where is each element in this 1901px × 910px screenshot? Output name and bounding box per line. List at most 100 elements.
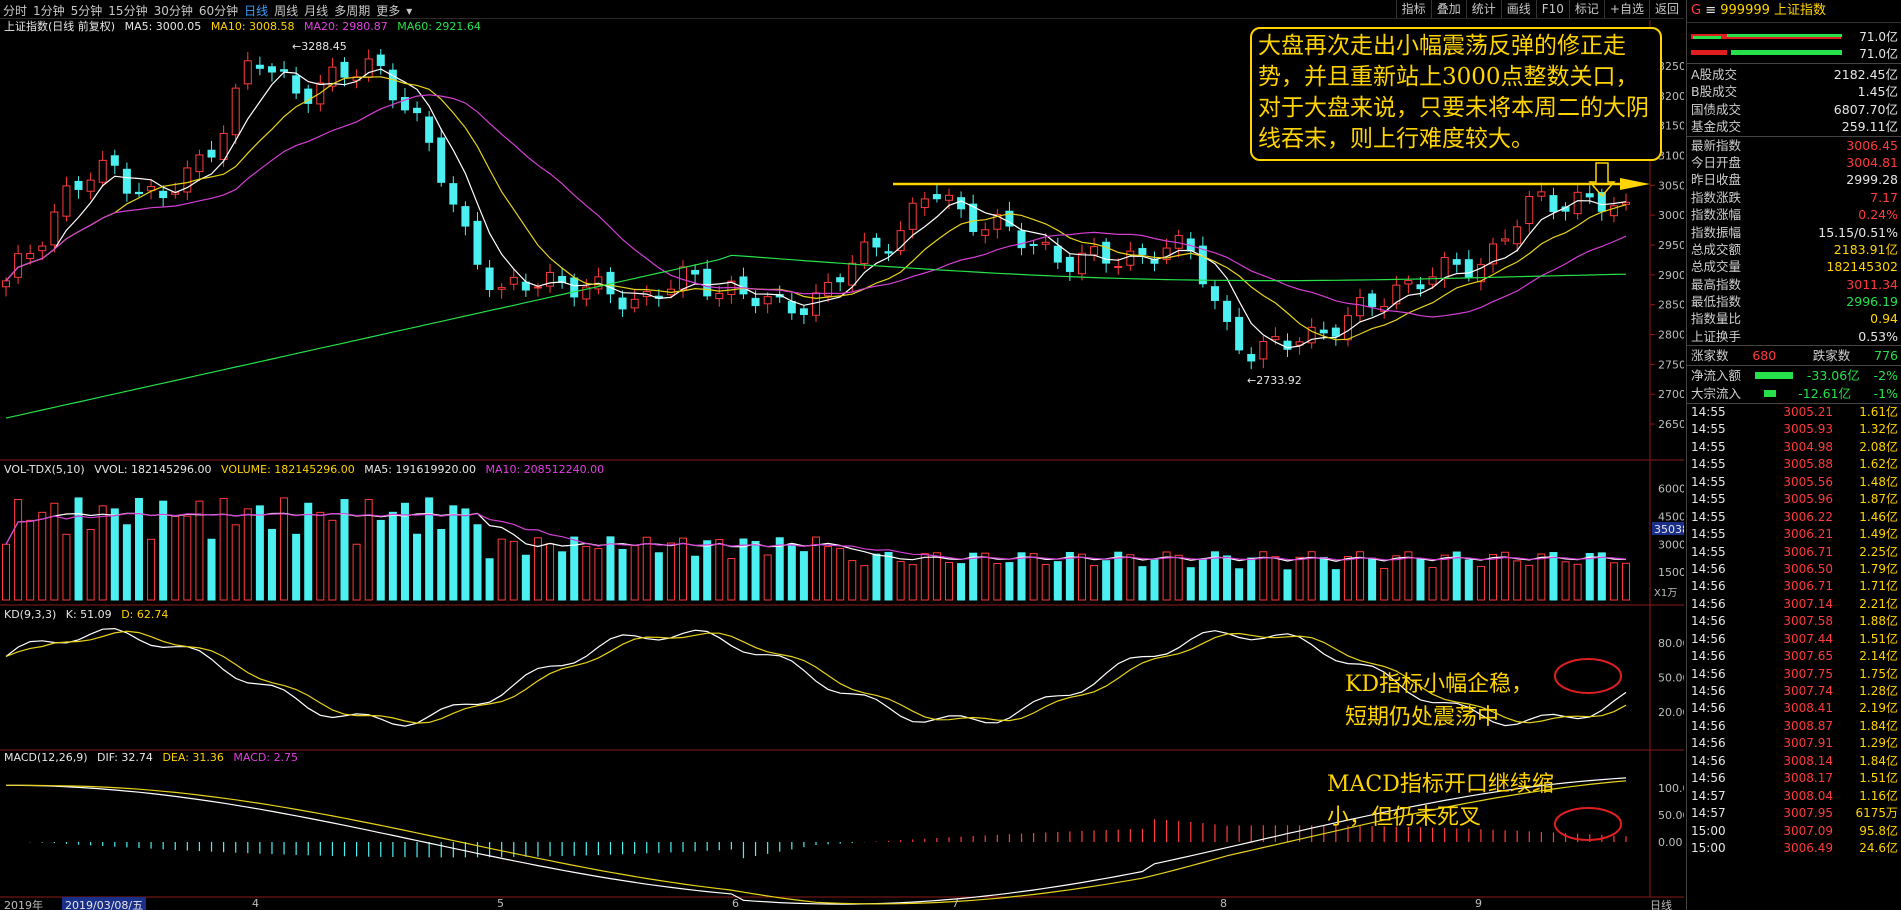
candle-body [1065,256,1074,272]
tick-time: 14:56 [1691,596,1726,611]
period-tab-daily[interactable]: 日线 [244,4,269,18]
candle-body [1392,284,1401,305]
tool-draw-line-button[interactable]: 画线 [1500,0,1536,18]
tick-time: 14:56 [1691,718,1726,733]
tick-time: 14:56 [1691,579,1726,594]
volume-bar [267,528,276,601]
period-tab-more[interactable]: 更多 [376,4,401,18]
volume-bar [812,536,820,601]
tick-price: 3007.91 [1783,736,1833,751]
candle-body [993,213,1002,230]
volume-bar [654,552,663,601]
volume-bar [437,529,446,601]
volume-bar [1368,557,1377,601]
period-tab-monthly[interactable]: 月线 [304,4,329,18]
period-tab-30min[interactable]: 30分钟 [153,4,193,18]
stat-label: 今日开盘 [1691,154,1742,170]
volume-bar [1404,551,1413,601]
tick-amount: 2.19亿 [1859,701,1898,716]
up-count: 680 [1752,348,1777,364]
vol-tick-label: 45000 [1658,510,1684,523]
tool-f10-button[interactable]: F10 [1535,0,1569,18]
volume-bar [957,563,966,601]
volume-bar [546,543,555,601]
kd-highlight-circle [1554,658,1622,694]
tick-amount: 1.71亿 [1859,579,1898,594]
arrow-right-icon [1620,178,1650,190]
tick-price: 3007.95 [1783,806,1833,821]
candle-body [1585,193,1594,198]
volume-bar [1573,563,1582,601]
right-toolbar: 指标 叠加 统计 画线 F10 标记 +自选 返回 [1395,0,1684,18]
time-axis-cursor-date: 2019/03/08/五 [62,897,147,910]
candle-body [485,267,494,291]
time-axis-period-label[interactable]: 日线 [1650,899,1672,910]
volume-bar [1174,554,1183,601]
volume-bar [98,505,107,601]
candle-body [1138,248,1147,255]
stat-label: 最低指数 [1691,294,1742,310]
sell-strength-bar-green [1731,50,1842,55]
volume-bar [521,554,530,601]
sell-strength-bar [1691,50,1727,55]
candle-body [1307,326,1316,344]
kline-chart-canvas[interactable]: 3250 3200 3150 3100 3050 3000 2950 2900 2850 2800… [0,0,1684,910]
volume-bar [763,554,772,601]
volume-bar [1198,558,1207,601]
tool-mark-button[interactable]: 标记 [1568,0,1604,18]
menu-icon[interactable]: ≡ [1705,3,1717,18]
turnover-row: B股成交 1.45亿 [1687,83,1901,100]
tick-amount: 1.79亿 [1859,561,1898,576]
tool-stats-button[interactable]: 统计 [1465,0,1501,18]
volume-bar [1295,556,1304,601]
candle-body [183,167,192,193]
tool-overlay-button[interactable]: 叠加 [1430,0,1466,18]
chevron-down-icon[interactable]: ▾ [406,4,413,18]
candle-body [243,60,252,85]
candle-body [836,277,845,283]
flow-label: 净流入额 [1691,368,1742,384]
tick-time: 14:56 [1691,771,1726,786]
candle-body [437,137,446,183]
tick-amount: 1.48亿 [1859,474,1898,489]
tick-time: 14:57 [1691,788,1726,803]
macd-highlight-circle [1554,807,1622,841]
volume-bar [860,565,869,601]
period-tab-fenshi[interactable]: 分时 [3,4,28,18]
candle-body [2,280,10,288]
volume-bar [1585,553,1594,601]
symbol-header[interactable]: G ≡ 999999 上证指数 [1687,0,1901,23]
volume-bar [147,538,156,601]
period-tab-60min[interactable]: 60分钟 [198,4,239,18]
vol-legend-ma5: MA5: 191619920.00 [364,463,476,476]
quote-side-panel: G ≡ 999999 上证指数 71.0亿 71.0亿 A股成交 2182.45亿… [1686,0,1901,910]
price-tick-label: 3000 [1658,209,1684,222]
candle-body [98,159,107,183]
volume-bar [134,497,143,601]
volume-bar [1126,554,1135,601]
volume-bar [1380,568,1389,601]
stat-row: 上证换手 0.53% [1687,328,1901,345]
period-tab-weekly[interactable]: 周线 [274,4,299,18]
tick-list[interactable]: 14:55 3005.21 1.61亿 14:55 3005.93 1.32亿 14:55 3… [1687,404,1901,857]
tick-row: 14:55 3006.22 1.46亿 [1687,509,1901,526]
period-tab-multi[interactable]: 多周期 [334,4,371,18]
candle-body [1162,247,1171,261]
tool-indicator-button[interactable]: 指标 [1395,0,1431,18]
candle-body [1271,336,1280,341]
index-stats: 最新指数 3006.45 今日开盘 3004.81 昨日收盘 2999.28 指数涨跌 7.1… [1687,137,1901,347]
volume-bar [751,540,760,601]
tool-back-button[interactable]: 返回 [1648,0,1684,18]
candle-body [618,297,627,310]
period-tab-1min[interactable]: 1分钟 [33,4,65,18]
candle-body [981,229,990,236]
period-tab-5min[interactable]: 5分钟 [70,4,103,18]
tick-time: 14:55 [1691,509,1726,524]
volume-bar [799,551,808,601]
tick-amount: 24.6亿 [1859,840,1898,855]
tool-add-watchlist-button[interactable]: +自选 [1603,0,1649,18]
flow-row: 净流入额 -33.06亿 -2% [1687,367,1901,384]
candle-body [1573,191,1582,215]
period-tab-15min[interactable]: 15分钟 [108,4,148,18]
volume-bar [703,540,712,601]
